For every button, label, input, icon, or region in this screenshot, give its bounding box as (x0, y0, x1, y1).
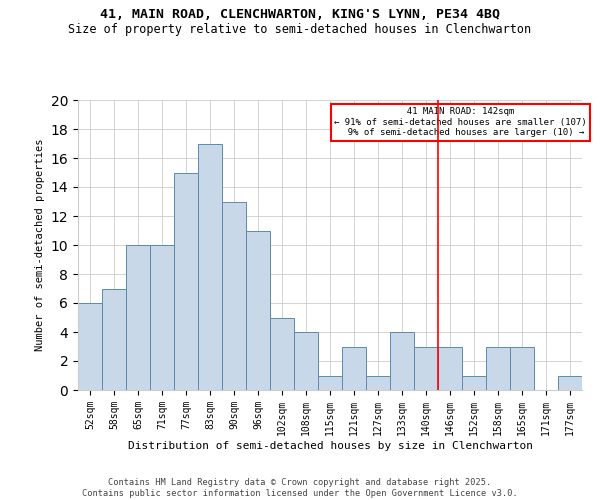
Bar (198, 144, 222, 390)
Bar (270, 318, 294, 390)
Text: 41, MAIN ROAD, CLENCHWARTON, KING'S LYNN, PE34 4BQ: 41, MAIN ROAD, CLENCHWARTON, KING'S LYNN… (100, 8, 500, 20)
Bar (294, 332, 318, 390)
Bar (510, 346, 534, 390)
Bar (342, 346, 366, 390)
Bar (246, 230, 270, 390)
Bar (414, 346, 438, 390)
Bar (462, 376, 486, 390)
Bar (126, 245, 150, 390)
Text: 41 MAIN ROAD: 142sqm  
← 91% of semi-detached houses are smaller (107)
  9% of s: 41 MAIN ROAD: 142sqm ← 91% of semi-detac… (334, 108, 587, 137)
Y-axis label: Number of semi-detached properties: Number of semi-detached properties (35, 138, 45, 352)
Bar (390, 332, 414, 390)
Bar (438, 346, 462, 390)
Bar (318, 376, 342, 390)
Bar (366, 376, 390, 390)
Bar (174, 172, 198, 390)
Text: Size of property relative to semi-detached houses in Clenchwarton: Size of property relative to semi-detach… (68, 22, 532, 36)
Text: Contains HM Land Registry data © Crown copyright and database right 2025.
Contai: Contains HM Land Registry data © Crown c… (82, 478, 518, 498)
Bar (558, 376, 582, 390)
Bar (486, 346, 510, 390)
Bar (102, 288, 126, 390)
Bar (78, 303, 102, 390)
Bar (150, 245, 174, 390)
Bar (222, 202, 246, 390)
X-axis label: Distribution of semi-detached houses by size in Clenchwarton: Distribution of semi-detached houses by … (128, 440, 533, 450)
